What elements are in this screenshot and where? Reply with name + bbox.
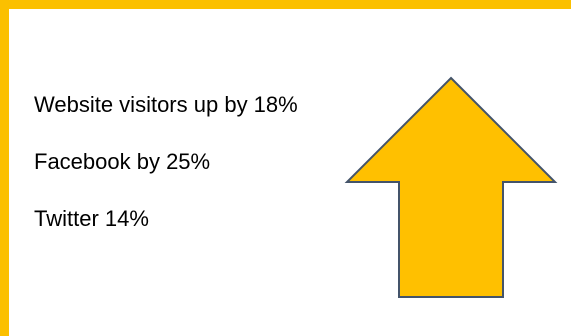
stat-facebook: Facebook by 25% bbox=[34, 149, 211, 174]
top-accent-bar bbox=[0, 0, 571, 9]
stat-website-visitors: Website visitors up by 18% bbox=[34, 92, 298, 117]
left-accent-bar bbox=[0, 9, 9, 336]
stat-twitter: Twitter 14% bbox=[34, 206, 149, 231]
